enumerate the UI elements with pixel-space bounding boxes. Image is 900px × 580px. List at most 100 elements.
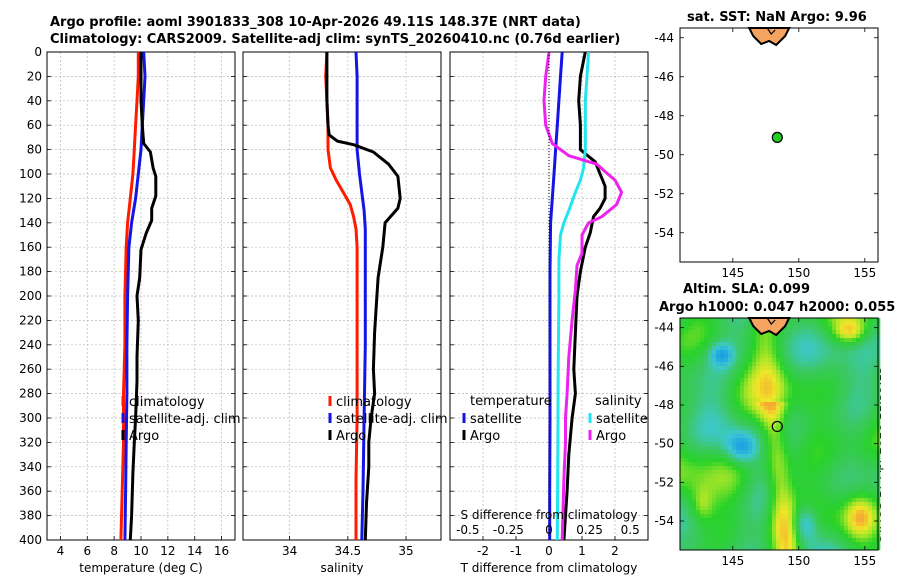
sla-cell — [872, 378, 877, 383]
sla-cell — [764, 478, 769, 483]
sla-cell — [872, 422, 877, 427]
sla-cell — [792, 462, 797, 467]
sla-cell — [844, 406, 849, 411]
sla-cell — [816, 518, 821, 523]
sla-cell — [772, 474, 777, 479]
sla-cell — [776, 482, 781, 487]
sla-cell — [812, 446, 817, 451]
sla-cell — [800, 354, 805, 359]
sla-cell — [820, 442, 825, 447]
sla-cell — [780, 522, 785, 527]
sla-cell — [864, 450, 869, 455]
sla-cell — [832, 414, 837, 419]
sla-cell — [844, 514, 849, 519]
sla-cell — [680, 338, 685, 343]
sla-cell — [732, 330, 737, 335]
sla-cell — [792, 430, 797, 435]
sla-cell — [752, 458, 757, 463]
sla-cell — [728, 334, 733, 339]
sla-cell — [728, 474, 733, 479]
sla-cell — [860, 458, 865, 463]
sla-cell — [856, 506, 861, 511]
sla-cell — [864, 378, 869, 383]
sla-cell — [808, 486, 813, 491]
sla-cell — [836, 494, 841, 499]
sla-cell — [780, 362, 785, 367]
sla-cell — [868, 334, 873, 339]
sla-cell — [796, 362, 801, 367]
sla-cell — [684, 350, 689, 355]
sla-cell — [708, 518, 713, 523]
sla-cell — [864, 426, 869, 431]
sla-cell — [824, 438, 829, 443]
sla-cell — [796, 430, 801, 435]
sla-cell — [816, 502, 821, 507]
sla-map-title-line1: Altim. SLA: 0.099 — [683, 282, 810, 297]
sla-cell — [740, 322, 745, 327]
sla-cell — [804, 534, 809, 539]
sla-cell — [860, 490, 865, 495]
sla-cell — [720, 386, 725, 391]
sla-cell — [780, 538, 785, 543]
sla-cell — [812, 494, 817, 499]
sla-cell — [820, 510, 825, 515]
sla-cell — [844, 414, 849, 419]
sla-cell — [828, 334, 833, 339]
sla-cell — [692, 374, 697, 379]
sla-cell — [848, 466, 853, 471]
sla-cell — [688, 434, 693, 439]
sla-cell — [784, 502, 789, 507]
sla-cell — [792, 542, 797, 547]
sla-cell — [784, 370, 789, 375]
sla-cell — [796, 474, 801, 479]
sla-cell — [840, 514, 845, 519]
sla-cell — [684, 470, 689, 475]
sla-cell — [708, 470, 713, 475]
sla-cell — [692, 522, 697, 527]
sla-cell — [820, 322, 825, 327]
y-tick-label: 80 — [27, 143, 42, 157]
sla-cell — [700, 330, 705, 335]
sla-cell — [852, 358, 857, 363]
sla-cell — [700, 538, 705, 543]
sla-cell — [800, 334, 805, 339]
sla-cell — [804, 318, 809, 323]
sla-cell — [844, 350, 849, 355]
sla-cell — [724, 410, 729, 415]
sla-cell — [796, 382, 801, 387]
sla-cell — [848, 362, 853, 367]
sla-cell — [748, 494, 753, 499]
sla-cell — [740, 338, 745, 343]
sla-cell — [796, 326, 801, 331]
sla-cell — [720, 490, 725, 495]
sla-cell — [824, 522, 829, 527]
sla-cell — [852, 322, 857, 327]
sla-cell — [720, 474, 725, 479]
sla-cell — [848, 450, 853, 455]
sla-cell — [704, 330, 709, 335]
sla-cell — [684, 374, 689, 379]
sla-cell — [840, 414, 845, 419]
sla-cell — [776, 490, 781, 495]
sla-cell — [704, 358, 709, 363]
sla-cell — [836, 418, 841, 423]
sla-cell — [844, 378, 849, 383]
sla-cell — [840, 350, 845, 355]
sla-cell — [740, 450, 745, 455]
sla-cell — [848, 426, 853, 431]
sla-cell — [780, 510, 785, 515]
sla-cell — [808, 342, 813, 347]
sla-cell — [792, 454, 797, 459]
sla-cell — [756, 374, 761, 379]
sla-cell — [832, 518, 837, 523]
sla-cell — [680, 482, 685, 487]
sla-cell — [704, 354, 709, 359]
sla-cell — [872, 410, 877, 415]
sla-cell — [768, 466, 773, 471]
sla-cell — [828, 538, 833, 543]
sla-cell — [796, 422, 801, 427]
sla-cell — [844, 370, 849, 375]
sla-cell — [712, 390, 717, 395]
sla-cell — [684, 454, 689, 459]
